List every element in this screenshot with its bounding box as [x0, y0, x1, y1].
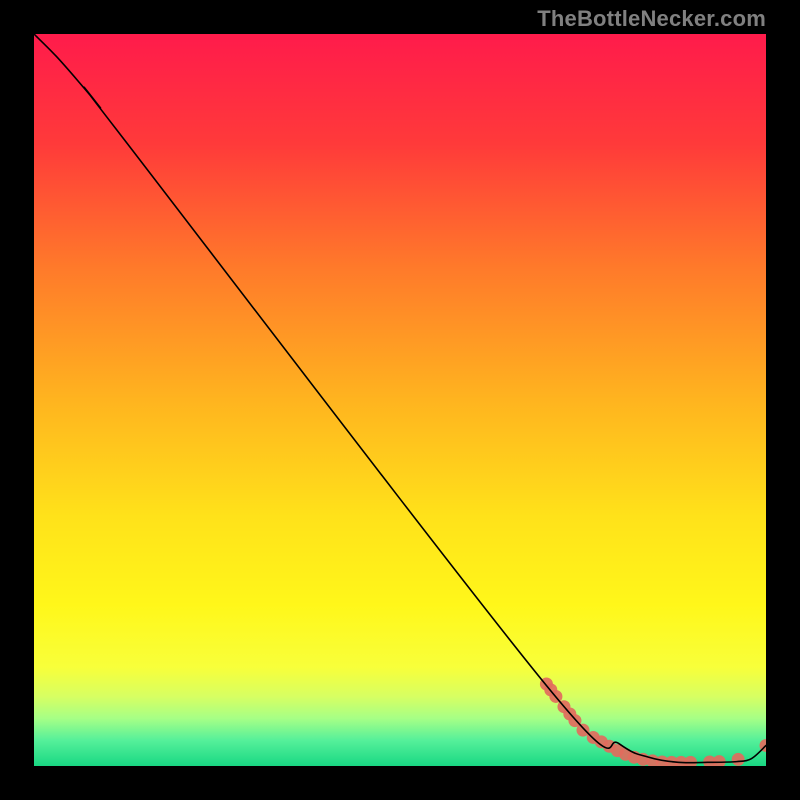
chart-svg [34, 34, 766, 766]
plot-area [34, 34, 766, 766]
watermark-label: TheBottleNecker.com [537, 6, 766, 32]
page-frame: TheBottleNecker.com [0, 0, 800, 800]
background-gradient-rect [34, 34, 766, 766]
scatter-point [732, 753, 745, 766]
